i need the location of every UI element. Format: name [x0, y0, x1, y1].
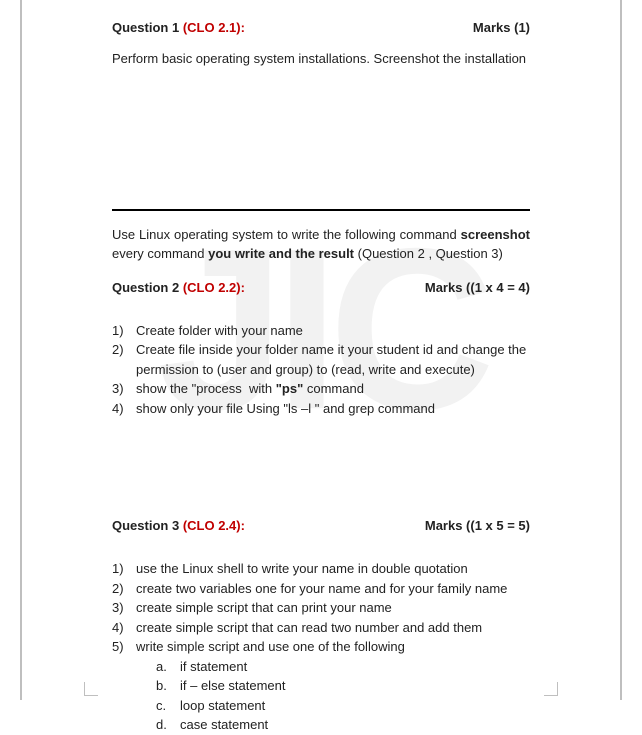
list-item: if – else statement	[176, 676, 530, 696]
q3-marks: Marks ((1 x 5 = 5)	[425, 518, 530, 533]
q3-label: Question 3	[112, 518, 179, 533]
q3-item5-text: write simple script and use one of the f…	[136, 639, 405, 654]
intro-paren: (Question 2 , Question 3)	[354, 246, 503, 261]
q3-sublist: if statement if – else statement loop st…	[136, 657, 530, 735]
q1-label-wrap: Question 1 (CLO 2.1):	[112, 20, 245, 35]
q2-list: Create folder with your name Create file…	[112, 321, 530, 419]
q2-clo: (CLO 2.2):	[183, 280, 245, 295]
list-item: Create folder with your name	[132, 321, 530, 341]
q3-block: Question 3 (CLO 2.4): Marks ((1 x 5 = 5)…	[112, 518, 530, 735]
corner-mark-left	[84, 682, 98, 696]
q1-label: Question 1	[112, 20, 179, 35]
list-item: Create file inside your folder name it y…	[132, 340, 530, 379]
q1-text: Perform basic operating system installat…	[112, 49, 530, 69]
q1-marks: Marks (1)	[473, 20, 530, 35]
q2-marks: Marks ((1 x 4 = 4)	[425, 280, 530, 295]
ps-bold: "ps"	[276, 381, 304, 396]
list-item: loop statement	[176, 696, 530, 716]
q3-clo: (CLO 2.4):	[183, 518, 245, 533]
list-item: create simple script that can read two n…	[132, 618, 530, 638]
list-item: use the Linux shell to write your name i…	[132, 559, 530, 579]
list-item: show the "process with "ps" command	[132, 379, 530, 399]
q3-header: Question 3 (CLO 2.4): Marks ((1 x 5 = 5)	[112, 518, 530, 533]
content: Question 1 (CLO 2.1): Marks (1) Perform …	[112, 20, 530, 735]
intro-text: Use Linux operating system to write the …	[112, 225, 530, 264]
q2-label-wrap: Question 2 (CLO 2.2):	[112, 280, 245, 295]
list-item: create two variables one for your name a…	[132, 579, 530, 599]
intro-bold1: screenshot	[461, 227, 530, 242]
list-item: show only your file Using "ls –l " and g…	[132, 399, 530, 419]
list-item: write simple script and use one of the f…	[132, 637, 530, 735]
section-divider	[112, 209, 530, 211]
list-item: case statement	[176, 715, 530, 735]
q2-header: Question 2 (CLO 2.2): Marks ((1 x 4 = 4)	[112, 280, 530, 295]
q1-clo: (CLO 2.1):	[183, 20, 245, 35]
intro-pre: Use Linux operating system to write the …	[112, 227, 461, 242]
list-item: create simple script that can print your…	[132, 598, 530, 618]
frame-border-right	[620, 0, 622, 700]
q3-label-wrap: Question 3 (CLO 2.4):	[112, 518, 245, 533]
q2-label: Question 2	[112, 280, 179, 295]
intro-bold2: you write and the result	[208, 246, 354, 261]
list-item: if statement	[176, 657, 530, 677]
intro-mid: every command	[112, 246, 208, 261]
page: JIC Question 1 (CLO 2.1): Marks (1) Perf…	[22, 0, 620, 700]
corner-mark-right	[544, 682, 558, 696]
q3-list: use the Linux shell to write your name i…	[112, 559, 530, 735]
q1-header: Question 1 (CLO 2.1): Marks (1)	[112, 20, 530, 35]
